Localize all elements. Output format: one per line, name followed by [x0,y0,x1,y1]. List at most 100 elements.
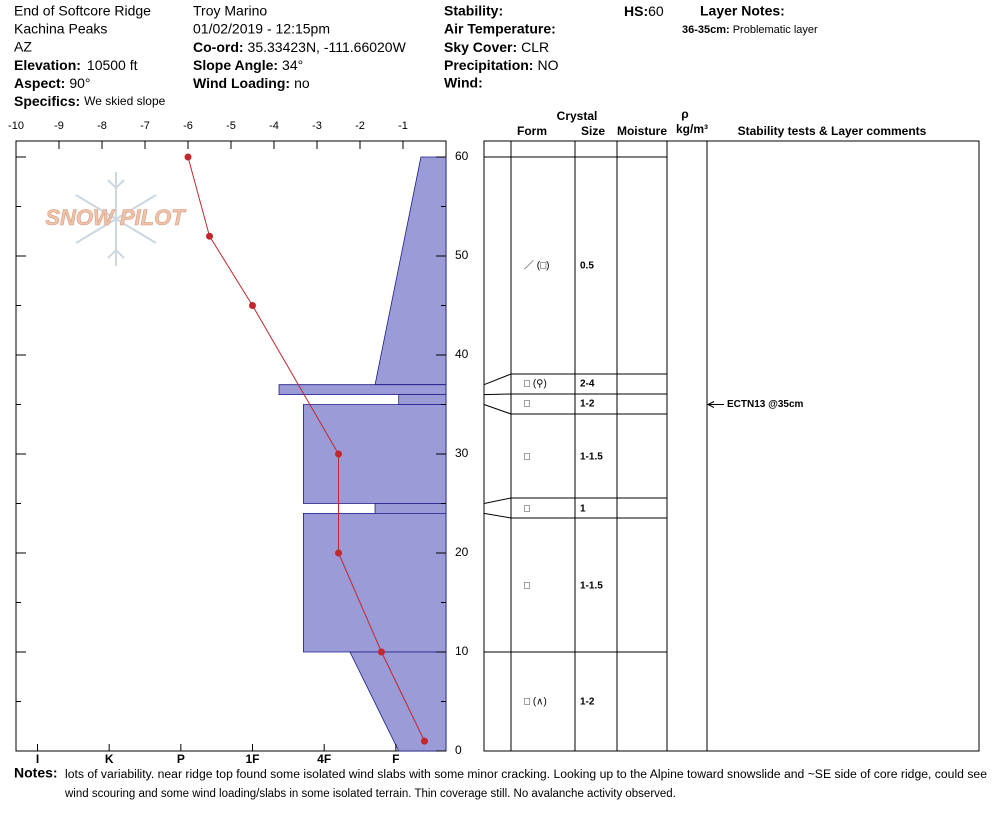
y-tick-label: 20 [455,545,469,559]
hardness-layer [302,513,447,653]
range: Kachina Peaks [14,21,107,37]
crystal-form: □ [524,399,530,410]
crystal-form: □ [524,452,530,463]
value: 60 [648,3,664,19]
elevation: Elevation: 10500 ft [14,57,138,73]
location: End of Softcore Ridge [14,3,151,19]
row-connector [483,373,512,386]
hardness-label: F [392,752,399,766]
logo [75,172,157,266]
y-tick-label: 30 [455,446,469,460]
observer: Troy Marino [193,3,267,19]
temperature-point [184,153,192,161]
value: 35.33423N, -111.66020W [248,39,407,55]
crystal-size: 1-2 [580,697,595,708]
x-tick-label: -7 [140,120,150,132]
x-tick-label: -5 [226,120,236,132]
label: Sky Cover: [444,39,517,55]
x-tick-label: -3 [312,120,322,132]
column-lines [510,141,708,751]
label: Precipitation: [444,57,533,73]
temperature-point [335,450,342,458]
x-tick-label: -9 [54,120,64,132]
datetime: 01/02/2019 - 12:15pm [193,21,330,37]
slope-angle: Slope Angle: 34° [193,57,303,73]
temperature-point [335,549,342,557]
x-tick-label: -10 [8,120,24,132]
specifics: Specifics: We skied slope [14,93,166,109]
wind-loading: Wind Loading: no [193,75,310,91]
value: 10500 ft [87,57,138,73]
col-header: ρ [681,107,688,121]
crystal-size: 1 [580,504,586,515]
hardness-label: 4F [317,752,331,766]
logo-text: SNOW PILOT [45,205,186,230]
sky-cover: Sky Cover: CLR [444,39,549,55]
row-connector [483,512,512,519]
hardness-layer [398,394,447,405]
crystal-form: ／ (□) [524,260,549,272]
y-tick-label: 40 [455,347,469,361]
hs: HS:60 [624,3,664,19]
col-header: kg/m³ [676,122,708,136]
crystal-size: 1-1.5 [580,452,603,463]
note: Problematic layer [733,24,818,36]
row-connector [483,497,512,504]
y-tick-label: 0 [455,743,462,757]
hardness-layer [349,651,447,752]
y-tick-label: 60 [455,149,469,163]
hardness-layer [278,384,447,396]
col-header: Crystal [557,109,598,123]
layer-notes-title: Layer Notes: [700,3,785,19]
crystal-form: □ (⚲) [524,379,547,390]
notes-line: lots of variability. near ridge top foun… [65,769,987,781]
hardness-layer [302,404,447,504]
crystal-form: □ (∧) [524,697,547,708]
crystal-size: 2-4 [580,379,595,390]
value: We skied slope [84,94,165,108]
label: HS: [624,3,648,19]
wind: Wind: [444,75,483,91]
col-header: Form [517,124,547,138]
temperature-point [206,232,213,240]
label: Specifics: [14,93,80,109]
aspect: Aspect: 90° [14,75,91,91]
label: Co-ord: [193,39,244,55]
label: Elevation: [14,57,81,73]
col-header: Size [581,124,605,138]
crystal-size: 1-1.5 [580,581,603,592]
layers-frame [483,140,980,752]
value: 34° [282,57,303,73]
stability-test: ECTN13 @35cm [727,399,804,410]
y-tick-label: 10 [455,644,469,658]
y-tick-label: 50 [455,248,469,262]
value: no [294,75,310,91]
crystal-form: □ [524,581,530,592]
x-tick-label: -4 [269,120,279,132]
x-tick-label: -1 [398,120,408,132]
air-temperature: Air Temperature: [444,21,556,37]
notes-line: wind scouring and some wind loading/slab… [64,788,676,800]
crystal-form: □ [524,504,530,515]
row-connector [483,404,512,415]
precipitation: Precipitation: NO [444,57,559,73]
col-header: Moisture [617,124,667,138]
hardness-layer [374,503,447,514]
x-tick-label: -8 [97,120,107,132]
arrow-head [706,401,715,408]
hardness-layer [374,156,447,386]
x-tick-label: -6 [183,120,193,132]
temperature-point [378,648,385,656]
hardness-label: 1F [245,752,259,766]
hardness-label: I [36,752,39,766]
state: AZ [14,39,32,55]
hardness-label: P [177,752,185,766]
notes-label: Notes: [14,765,58,781]
range: 36-35cm: [682,24,730,36]
value: NO [537,57,558,73]
crystal-size: 1-2 [580,399,595,410]
crystal-size: 0.5 [580,261,594,272]
temperature-point [249,302,256,309]
label: Aspect: [14,75,65,91]
